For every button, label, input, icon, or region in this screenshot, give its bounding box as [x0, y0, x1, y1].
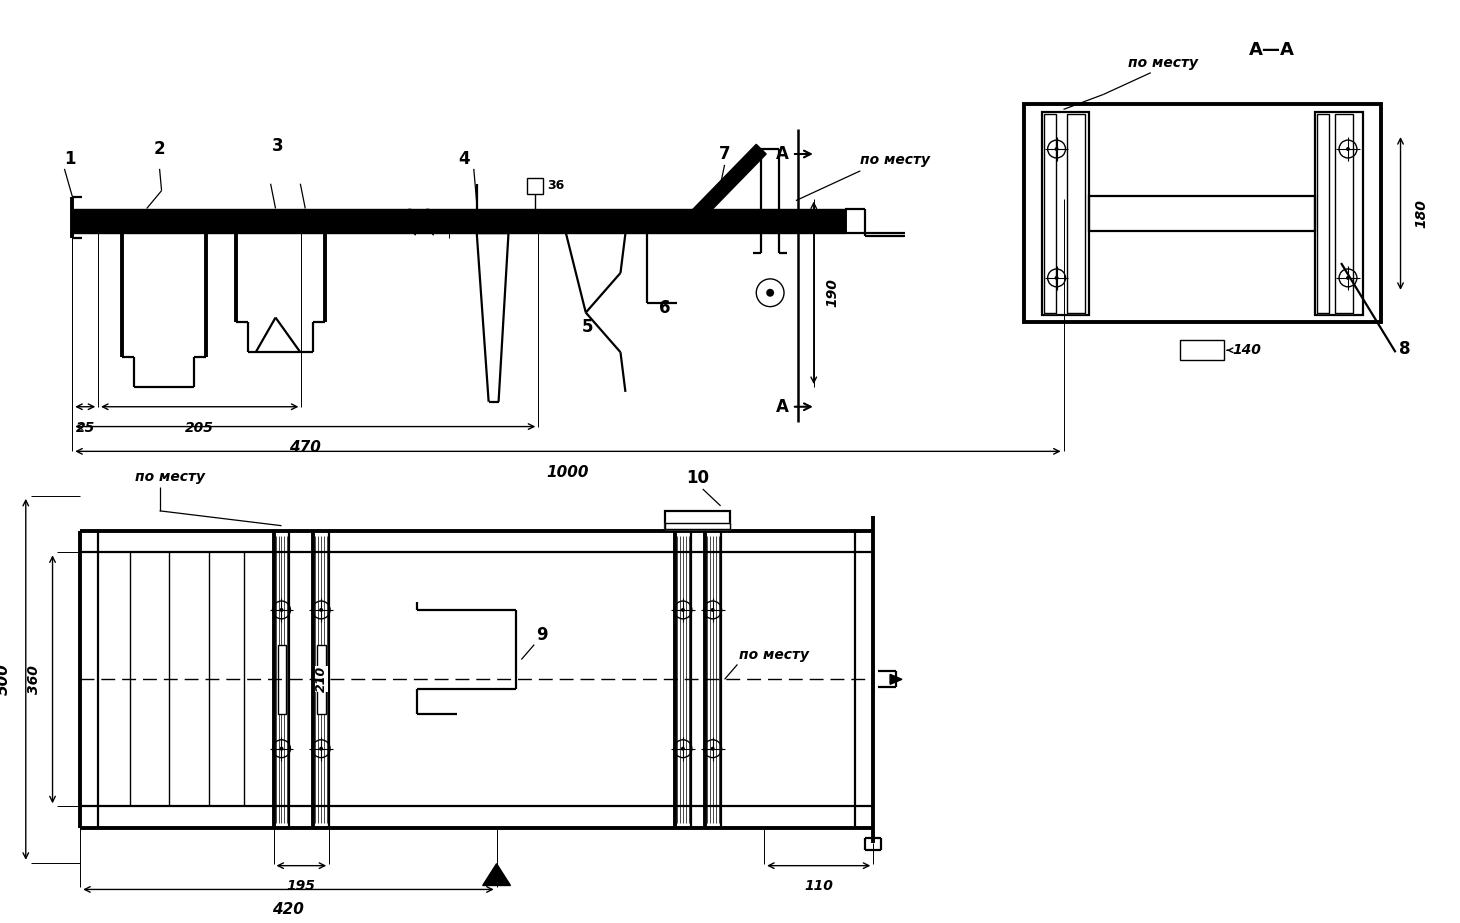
Bar — [666, 522, 730, 529]
Bar — [317, 644, 326, 714]
Bar — [1067, 114, 1085, 313]
Bar — [73, 209, 845, 234]
Bar — [666, 522, 730, 529]
Text: по месту: по месту — [134, 470, 204, 484]
Bar — [1042, 113, 1089, 315]
Text: 1: 1 — [64, 150, 76, 168]
Text: 2: 2 — [153, 140, 165, 158]
Circle shape — [320, 608, 323, 612]
Circle shape — [1346, 276, 1351, 280]
Text: 180: 180 — [406, 207, 419, 235]
Bar — [277, 644, 286, 714]
Text: 10: 10 — [686, 469, 710, 487]
Text: 36: 36 — [548, 179, 565, 192]
Circle shape — [279, 608, 283, 612]
Text: 7: 7 — [718, 145, 730, 163]
Text: 205: 205 — [185, 421, 215, 435]
Text: 5: 5 — [583, 318, 594, 336]
Circle shape — [1054, 276, 1058, 280]
Bar — [1044, 114, 1056, 313]
Bar — [1317, 114, 1329, 313]
Text: 470: 470 — [289, 440, 321, 455]
Bar — [1023, 104, 1381, 322]
Text: 180: 180 — [1415, 199, 1428, 228]
Text: 9: 9 — [536, 626, 548, 643]
Bar — [1334, 114, 1353, 313]
Text: A: A — [777, 398, 788, 415]
Circle shape — [766, 289, 774, 296]
Circle shape — [1346, 147, 1351, 151]
Polygon shape — [891, 675, 902, 684]
Polygon shape — [679, 144, 767, 234]
Text: 360: 360 — [26, 665, 41, 694]
Text: 4: 4 — [458, 150, 470, 168]
Text: по месту: по месту — [1127, 55, 1197, 70]
Text: 420: 420 — [273, 903, 304, 917]
Circle shape — [1054, 147, 1058, 151]
Bar — [666, 510, 730, 529]
Bar — [1334, 114, 1353, 313]
Bar — [1315, 113, 1362, 315]
Polygon shape — [483, 864, 511, 885]
Text: 3: 3 — [272, 137, 283, 155]
Text: А—А: А—А — [1248, 41, 1295, 59]
Circle shape — [711, 747, 714, 750]
Circle shape — [320, 747, 323, 750]
Text: 110: 110 — [804, 879, 834, 893]
Bar — [527, 178, 543, 194]
Text: 190: 190 — [826, 279, 839, 307]
Text: 140: 140 — [1232, 343, 1261, 357]
Bar — [1181, 341, 1223, 360]
Text: 210: 210 — [315, 666, 327, 692]
Text: 25: 25 — [76, 421, 95, 435]
Bar — [1044, 114, 1056, 313]
Bar — [1089, 196, 1315, 232]
Text: 180: 180 — [423, 207, 437, 235]
Circle shape — [711, 608, 714, 612]
Circle shape — [279, 747, 283, 750]
Text: по месту: по месту — [739, 649, 809, 663]
Circle shape — [680, 747, 685, 750]
Text: A: A — [777, 145, 788, 163]
Text: 1000: 1000 — [546, 465, 590, 480]
Bar — [1067, 114, 1085, 313]
Circle shape — [680, 608, 685, 612]
Text: 500: 500 — [0, 664, 10, 695]
Bar — [1317, 114, 1329, 313]
Text: 6: 6 — [660, 298, 670, 317]
Text: 8: 8 — [1399, 341, 1410, 358]
Text: по месту: по месту — [860, 153, 930, 167]
Text: 195: 195 — [286, 879, 315, 893]
